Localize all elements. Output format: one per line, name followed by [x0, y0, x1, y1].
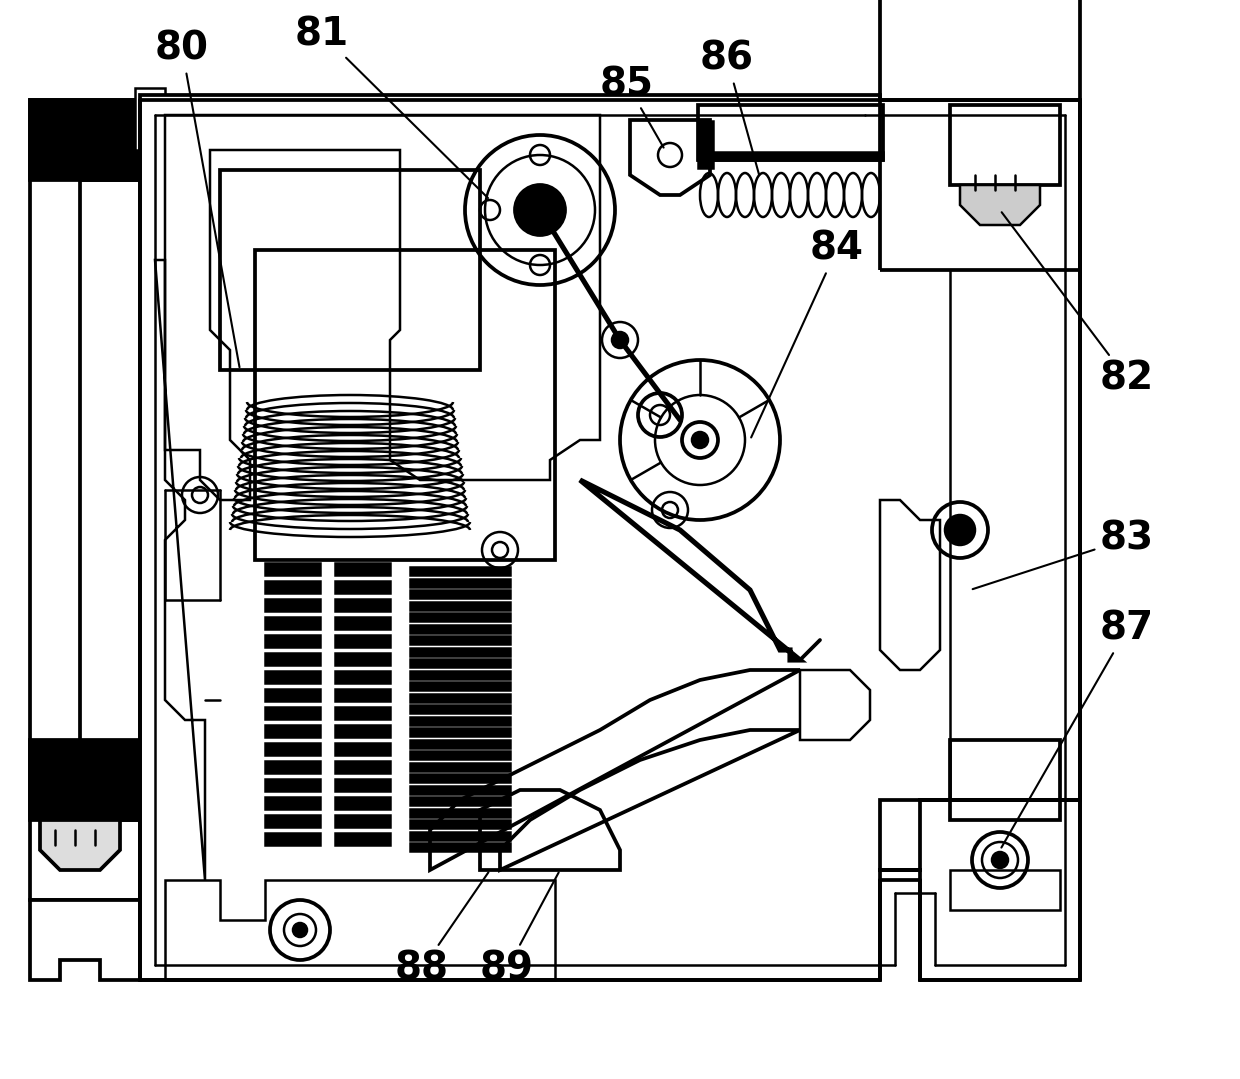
Bar: [265, 671, 320, 683]
Bar: [335, 725, 391, 737]
Bar: [410, 820, 510, 828]
Circle shape: [515, 185, 565, 235]
Bar: [335, 671, 391, 683]
Bar: [335, 779, 391, 791]
Bar: [410, 716, 510, 724]
Polygon shape: [140, 95, 1080, 980]
Bar: [265, 599, 320, 611]
Polygon shape: [30, 100, 140, 900]
Bar: [265, 797, 320, 809]
Circle shape: [945, 515, 975, 545]
Bar: [335, 797, 391, 809]
Bar: [265, 725, 320, 737]
Bar: [265, 563, 320, 575]
Bar: [698, 121, 713, 168]
Bar: [410, 832, 510, 839]
Bar: [410, 728, 510, 736]
Text: 86: 86: [701, 40, 759, 175]
Bar: [265, 689, 320, 701]
Text: 82: 82: [1002, 213, 1154, 398]
Circle shape: [528, 199, 552, 222]
Bar: [265, 617, 320, 629]
Bar: [410, 566, 510, 575]
Bar: [265, 761, 320, 773]
Text: 89: 89: [480, 873, 559, 988]
Polygon shape: [630, 120, 711, 195]
Bar: [410, 843, 510, 851]
Text: 88: 88: [396, 872, 489, 988]
Bar: [255, 250, 556, 560]
Polygon shape: [40, 820, 120, 870]
Text: 81: 81: [295, 15, 489, 199]
Bar: [265, 779, 320, 791]
Circle shape: [613, 332, 627, 349]
Bar: [30, 100, 140, 180]
Bar: [950, 740, 1060, 820]
Bar: [265, 636, 320, 647]
Bar: [410, 670, 510, 679]
Bar: [410, 613, 510, 622]
Text: 87: 87: [1002, 610, 1154, 848]
Bar: [335, 599, 391, 611]
Circle shape: [992, 852, 1008, 868]
Bar: [265, 707, 320, 719]
Bar: [265, 743, 320, 755]
Bar: [698, 152, 883, 160]
Bar: [335, 636, 391, 647]
Bar: [335, 653, 391, 665]
Circle shape: [293, 923, 308, 937]
Bar: [410, 808, 510, 817]
Bar: [698, 105, 883, 160]
Bar: [880, 0, 1080, 270]
Bar: [410, 625, 510, 632]
Bar: [219, 170, 480, 370]
Polygon shape: [165, 115, 600, 500]
Bar: [335, 689, 391, 701]
Text: 85: 85: [600, 65, 663, 148]
Bar: [410, 647, 510, 656]
Bar: [410, 797, 510, 805]
Text: 83: 83: [972, 520, 1154, 589]
Bar: [410, 636, 510, 644]
Bar: [265, 581, 320, 593]
Bar: [410, 601, 510, 610]
Bar: [30, 740, 140, 820]
Bar: [40, 150, 130, 165]
Bar: [410, 774, 510, 782]
Text: 84: 84: [751, 230, 864, 437]
Polygon shape: [30, 900, 140, 980]
Bar: [410, 739, 510, 748]
Polygon shape: [960, 185, 1040, 226]
Bar: [335, 581, 391, 593]
Text: 80: 80: [155, 30, 239, 367]
Bar: [410, 659, 510, 667]
Bar: [265, 653, 320, 665]
Bar: [410, 682, 510, 689]
Bar: [335, 761, 391, 773]
Bar: [410, 705, 510, 713]
Bar: [335, 563, 391, 575]
Bar: [410, 786, 510, 793]
Bar: [410, 590, 510, 598]
Bar: [265, 815, 320, 827]
Circle shape: [692, 432, 708, 448]
Bar: [410, 751, 510, 759]
Bar: [265, 833, 320, 845]
Bar: [335, 707, 391, 719]
Bar: [335, 617, 391, 629]
Bar: [335, 833, 391, 845]
Polygon shape: [135, 88, 165, 150]
Bar: [950, 870, 1060, 910]
Bar: [410, 578, 510, 587]
Bar: [335, 743, 391, 755]
Bar: [335, 815, 391, 827]
Bar: [410, 763, 510, 770]
Bar: [410, 694, 510, 701]
Bar: [950, 105, 1060, 185]
